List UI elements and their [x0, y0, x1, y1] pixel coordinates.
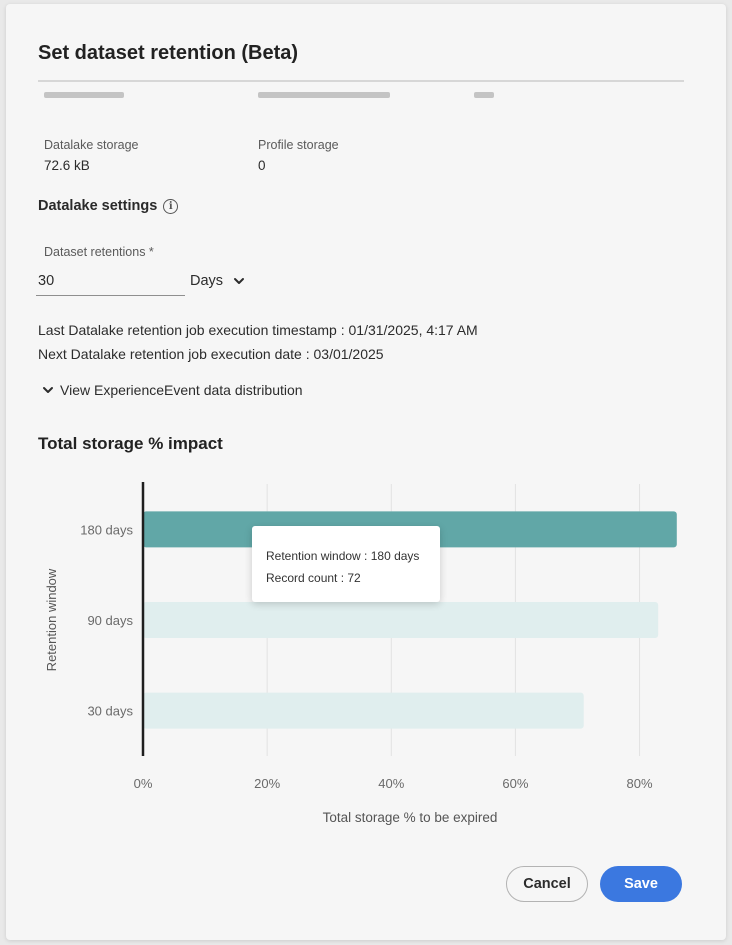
profile-storage-label: Profile storage [258, 138, 339, 152]
clipped-row-text [258, 88, 390, 98]
last-run-timestamp: Last Datalake retention job execution ti… [38, 322, 478, 338]
view-distribution-toggle[interactable]: View ExperienceEvent data distribution [40, 382, 303, 398]
title-divider [38, 80, 684, 82]
clipped-row-text [474, 88, 494, 98]
tooltip-record-count: Record count : 72 [266, 571, 361, 585]
chart-tooltip: Retention window : 180 days Record count… [252, 526, 440, 602]
chevron-down-icon [43, 387, 53, 393]
retention-dialog [6, 4, 726, 940]
chart-title: Total storage % impact [38, 434, 223, 453]
datalake-settings-title: Datalake settings [38, 198, 158, 214]
chevron-down-icon [234, 278, 245, 284]
retention-unit-value: Days [190, 273, 224, 289]
retention-input[interactable] [36, 266, 185, 296]
datalake-storage-label: Datalake storage [44, 138, 139, 152]
info-icon[interactable]: i [163, 198, 179, 214]
tooltip-retention-window: Retention window : 180 days [266, 549, 420, 563]
dialog-title: Set dataset retention (Beta) [38, 42, 299, 64]
datalake-storage-value: 72.6 kB [44, 158, 90, 173]
save-button[interactable]: Save [600, 866, 682, 902]
cancel-button[interactable]: Cancel [506, 866, 588, 902]
clipped-row-text [44, 88, 124, 98]
profile-storage-value: 0 [258, 158, 266, 173]
retention-unit-select[interactable]: Days [190, 266, 247, 296]
datalake-settings-heading: Datalake settings i [38, 198, 179, 214]
retention-field-label: Dataset retentions * [44, 245, 154, 259]
view-distribution-label: View ExperienceEvent data distribution [60, 382, 303, 398]
next-run-date: Next Datalake retention job execution da… [38, 346, 384, 362]
